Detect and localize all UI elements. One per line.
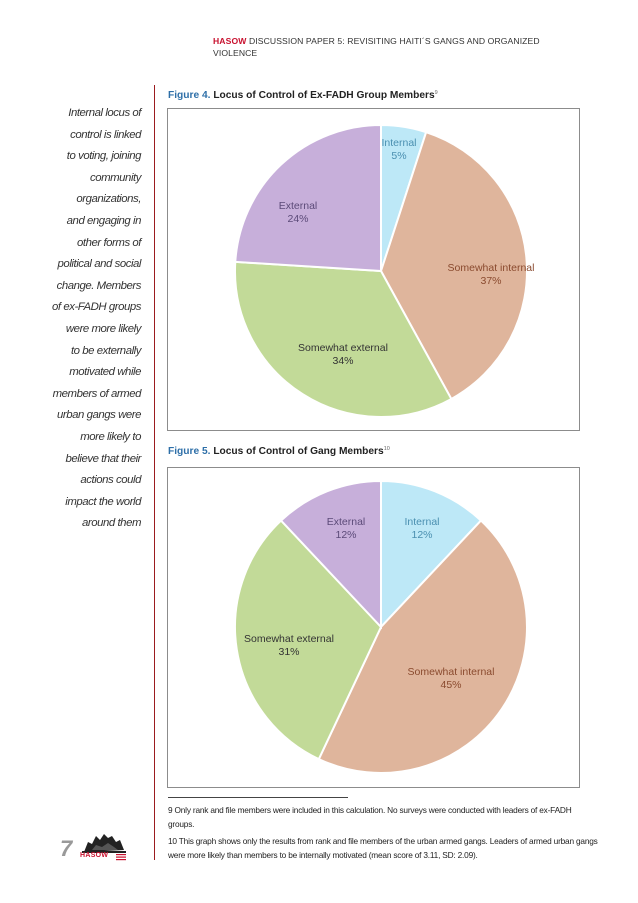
slice-label-somewhat-internal: Somewhat internal bbox=[408, 666, 495, 678]
pull-quote-line: impact the world bbox=[65, 495, 141, 508]
pull-quote-line: members of armed bbox=[52, 387, 142, 400]
slice-value-somewhat-external: 34% bbox=[332, 355, 353, 367]
pull-quote-line: motivated while bbox=[69, 366, 141, 379]
figure-4-chart-frame: Internal 5% Somewhat internal 37% Somewhat e… bbox=[167, 108, 580, 431]
pull-quote-line: Internal locus of bbox=[68, 107, 141, 119]
slice-label-external: External bbox=[279, 200, 318, 212]
pull-quote: Internal locus of control is linked to v… bbox=[50, 103, 141, 535]
pull-quote-line: to voting, joining bbox=[66, 150, 142, 163]
pull-quote-line: more likely to bbox=[80, 430, 141, 443]
pull-quote-line: urban gangs were bbox=[57, 409, 141, 422]
slice-label-somewhat-external: Somewhat external bbox=[298, 342, 388, 354]
footnote-9: 9 Only rank and file members were includ… bbox=[168, 805, 572, 830]
footnote-rule bbox=[168, 797, 348, 798]
slice-value-somewhat-internal: 37% bbox=[480, 275, 501, 287]
figure-5-chart-frame: Internal 12% Somewhat internal 45% Somewhat … bbox=[167, 467, 580, 788]
pull-quote-line: control is linked bbox=[70, 128, 141, 141]
header-brand: HASOW bbox=[213, 36, 247, 46]
figure-4-caption: Figure 4. Locus of Control of Ex-FADH Gr… bbox=[168, 90, 438, 101]
pie-slice-external bbox=[279, 479, 382, 630]
footnotes: 9 Only rank and file members were includ… bbox=[168, 803, 598, 864]
running-header: HASOW DISCUSSION PAPER 5: REVISITING HAI… bbox=[213, 36, 553, 59]
pull-quote-line: organizations, bbox=[76, 193, 141, 206]
figure-5-caption: Figure 5. Locus of Control of Gang Membe… bbox=[168, 446, 390, 457]
slice-value-internal: 5% bbox=[391, 150, 406, 162]
page-number: 7 bbox=[60, 836, 73, 861]
pie-slice-somewhat-external bbox=[234, 260, 453, 418]
pull-quote-line: actions could bbox=[80, 474, 141, 487]
header-title: DISCUSSION PAPER 5: REVISITING HAITI´S G… bbox=[213, 36, 540, 58]
pie-slice-somewhat-internal bbox=[379, 130, 528, 401]
slice-label-somewhat-internal: Somewhat internal bbox=[448, 262, 535, 274]
pull-quote-line: believe that their bbox=[65, 452, 142, 465]
slice-label-internal: Internal bbox=[381, 137, 416, 149]
slice-label-somewhat-external: Somewhat external bbox=[244, 633, 334, 645]
pull-quote-line: change. Members bbox=[56, 279, 142, 292]
pie-slice-somewhat-external bbox=[234, 519, 383, 761]
slice-value-somewhat-external: 31% bbox=[278, 646, 299, 658]
pull-quote-line: were more likely bbox=[65, 322, 142, 335]
hasow-logo-icon bbox=[82, 834, 126, 861]
logo-text: HASOW bbox=[80, 852, 109, 859]
margin-divider bbox=[154, 85, 155, 860]
slice-value-internal: 12% bbox=[411, 529, 432, 541]
pull-quote-line: political and social bbox=[57, 258, 142, 271]
slice-label-external: External bbox=[327, 516, 366, 528]
slice-value-somewhat-internal: 45% bbox=[440, 679, 461, 691]
figure-5-footnote-ref: 10 bbox=[383, 446, 390, 452]
pie-slice-somewhat-internal bbox=[317, 519, 528, 774]
pull-quote-line: around them bbox=[81, 517, 141, 530]
figure-4-title: Locus of Control of Ex-FADH Group Member… bbox=[213, 90, 435, 101]
slice-label-internal: Internal bbox=[404, 516, 439, 528]
figure-5-number: Figure 5. bbox=[168, 446, 211, 457]
figure-5-title: Locus of Control of Gang Members bbox=[213, 446, 384, 457]
pull-quote-line: community bbox=[89, 171, 141, 184]
pull-quote-line: of ex-FADH groups bbox=[52, 301, 141, 314]
pie-slice-internal bbox=[380, 479, 483, 630]
pull-quote-line: to be externally bbox=[70, 344, 142, 357]
pull-quote-line: and engaging in bbox=[66, 214, 142, 227]
footnote-10: 10 This graph shows only the results fro… bbox=[168, 835, 598, 860]
pie-slice-external bbox=[234, 123, 382, 273]
slice-value-external: 24% bbox=[287, 213, 308, 225]
figure-4-footnote-ref: 9 bbox=[434, 90, 438, 96]
pull-quote-line: other forms of bbox=[77, 236, 141, 249]
slice-value-external: 12% bbox=[335, 529, 356, 541]
figure-4-number: Figure 4. bbox=[168, 90, 211, 101]
